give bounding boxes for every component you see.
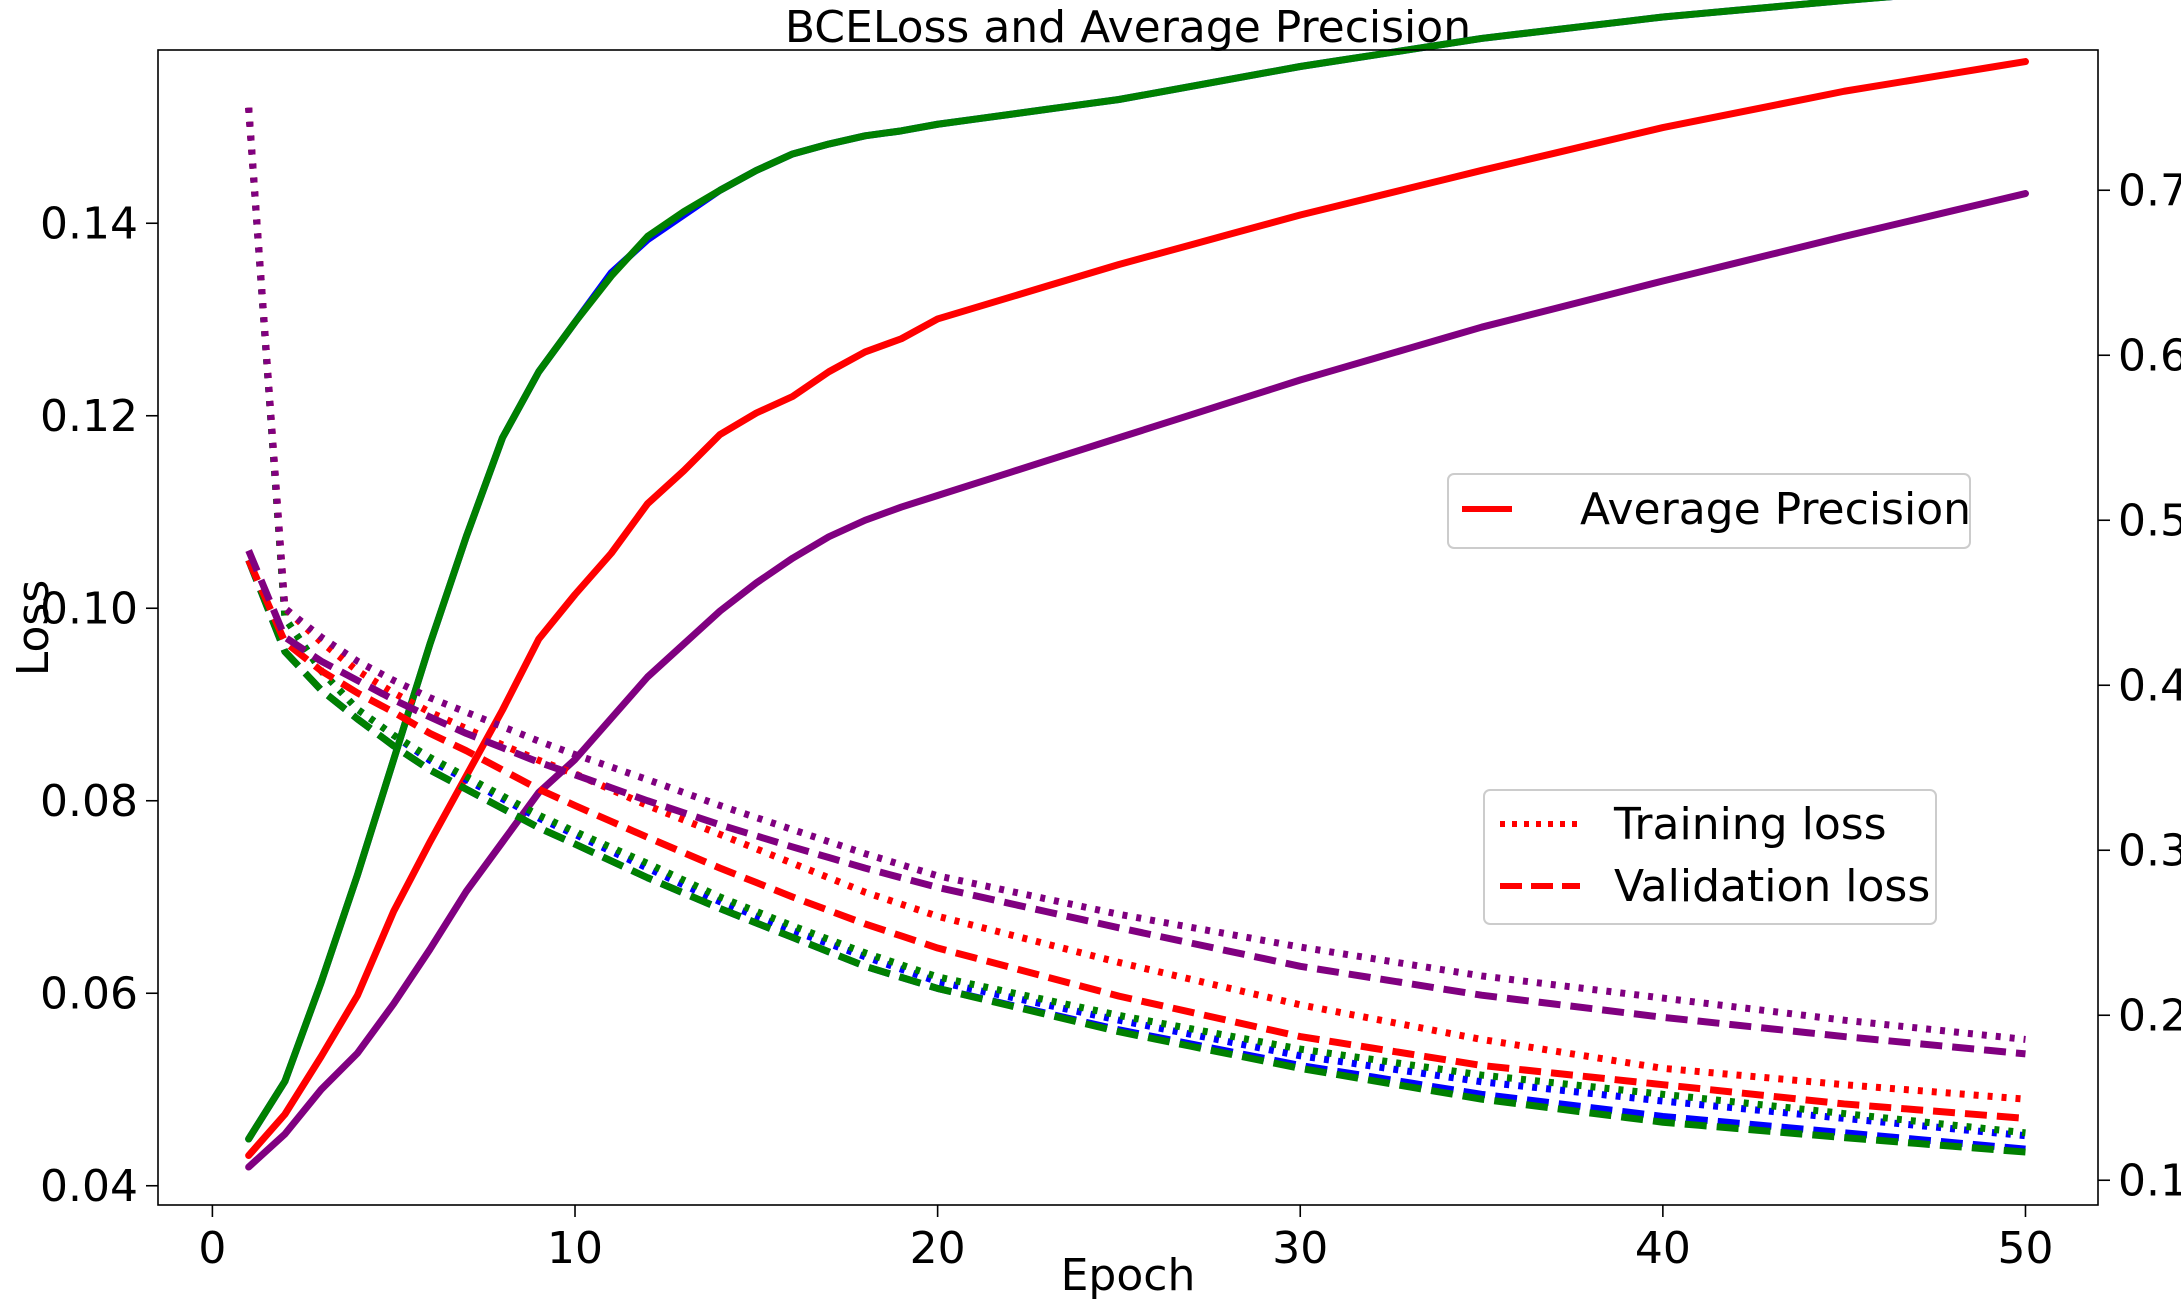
legend-loss-box — [1483, 789, 1937, 925]
series-line-ap-1 — [245, 0, 1894, 1143]
left-tick-label: 0.10 — [40, 583, 138, 634]
right-tick-label: 0.1 — [2118, 1155, 2181, 1206]
right-tick-label: 0.2 — [2118, 990, 2181, 1041]
legend-ap-box — [1447, 473, 1971, 549]
x-tick-label: 20 — [910, 1223, 966, 1274]
left-tick-label: 0.12 — [40, 391, 138, 442]
series-line-val-10 — [245, 558, 2026, 1122]
x-tick-label: 40 — [1635, 1223, 1691, 1274]
series-line-val-11 — [245, 549, 2026, 1058]
left-tick-label: 0.04 — [40, 1161, 138, 1212]
right-axis-ticks: 0.1 0.2 0.3 0.4 0.5 0.6 0.7 — [2098, 165, 2181, 1206]
x-axis-ticks: 0 10 20 30 40 50 — [198, 1205, 2053, 1274]
series-line-ap-2 — [245, 58, 2029, 1159]
series-line-train-4 — [245, 107, 2026, 1140]
right-tick-label: 0.3 — [2118, 825, 2181, 876]
left-tick-label: 0.14 — [40, 198, 138, 249]
right-tick-label: 0.4 — [2118, 660, 2181, 711]
series-line-ap-3 — [245, 190, 2029, 1171]
legend-validation-label: Validation loss — [1614, 861, 1930, 912]
plot-frame — [157, 49, 2099, 1206]
x-tick-label: 50 — [1997, 1223, 2053, 1274]
left-tick-label: 0.08 — [40, 776, 138, 827]
y-axis-label: Loss — [8, 580, 59, 677]
chart-title: BCELoss and Average Precision — [785, 2, 1471, 53]
legend-ap-label: Average Precision — [1580, 484, 1971, 535]
left-axis-ticks: 0.04 0.06 0.08 0.10 0.12 0.14 — [40, 198, 158, 1212]
left-tick-label: 0.06 — [40, 968, 138, 1019]
x-tick-label: 30 — [1272, 1223, 1328, 1274]
series-layer — [245, 0, 2029, 1171]
x-tick-label: 0 — [198, 1223, 226, 1274]
legend-training-label: Training loss — [1613, 799, 1887, 850]
right-tick-label: 0.5 — [2118, 495, 2181, 546]
series-line-train-5 — [245, 107, 2026, 1137]
x-axis-label: Epoch — [1061, 1250, 1196, 1301]
legend-loss: Training loss Validation loss — [1483, 789, 1937, 925]
legend-average-precision: Average Precision — [1447, 473, 1971, 549]
series-line-val-9 — [245, 558, 2026, 1156]
right-tick-label: 0.6 — [2118, 330, 2181, 381]
x-tick-label: 10 — [547, 1223, 603, 1274]
right-tick-label: 0.7 — [2118, 165, 2181, 216]
series-line-ap-0 — [245, 0, 1894, 1143]
series-line-train-7 — [245, 107, 2026, 1043]
